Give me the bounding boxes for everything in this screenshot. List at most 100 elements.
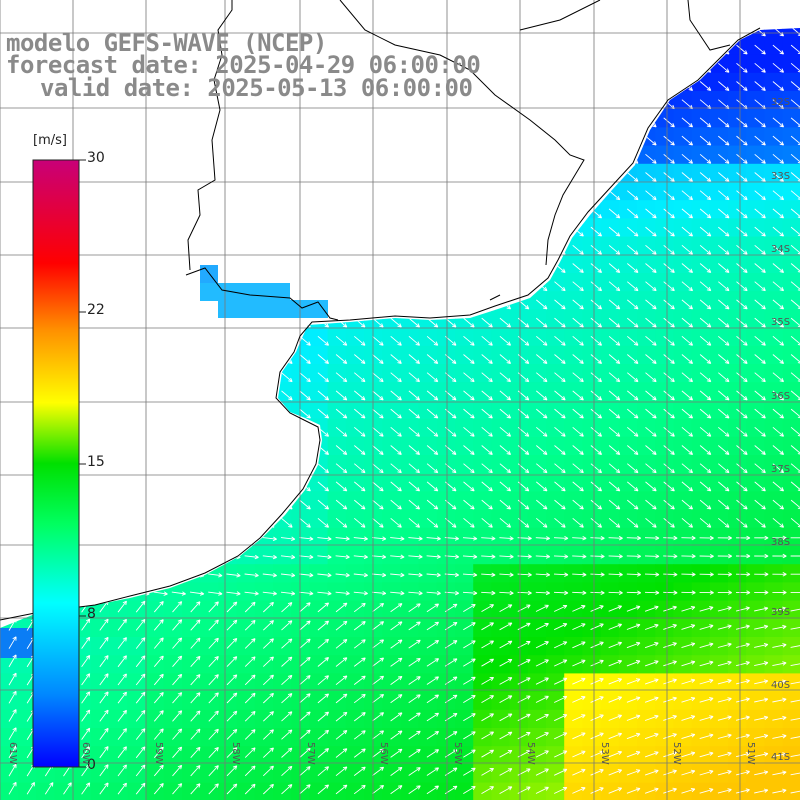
wind-arrow xyxy=(681,787,696,794)
wind-arrow xyxy=(317,335,330,346)
field-cell xyxy=(455,582,474,602)
wind-arrow xyxy=(754,445,766,455)
wind-arrow xyxy=(481,172,493,182)
wind-arrow xyxy=(117,555,132,560)
wind-arrow xyxy=(281,335,293,346)
field-cell xyxy=(218,364,238,383)
wind-arrow xyxy=(627,354,639,364)
field-cell xyxy=(600,546,620,565)
field-cell xyxy=(291,236,310,256)
wind-arrow xyxy=(153,426,166,437)
wind-arrow xyxy=(463,135,475,146)
field-cell xyxy=(618,145,638,165)
field-cell xyxy=(109,564,128,583)
wind-arrow xyxy=(572,99,584,110)
field-cell xyxy=(546,145,565,165)
field-cell xyxy=(637,673,656,693)
wind-arrow xyxy=(663,463,675,474)
wind-arrow xyxy=(536,517,548,528)
wind-arrow xyxy=(718,317,730,328)
field-cell xyxy=(491,145,511,165)
wind-arrow xyxy=(572,536,587,541)
wind-arrow xyxy=(390,190,402,201)
wind-arrow xyxy=(663,44,675,55)
wind-arrow xyxy=(699,535,714,541)
wind-arrow xyxy=(627,263,639,273)
wind-arrow xyxy=(699,499,712,510)
wind-arrow xyxy=(408,694,421,704)
wind-arrow xyxy=(372,208,384,219)
field-cell xyxy=(91,473,110,492)
field-cell xyxy=(382,655,401,674)
field-cell xyxy=(91,709,110,729)
wind-arrow xyxy=(590,390,603,401)
field-cell xyxy=(291,527,310,547)
field-cell xyxy=(163,273,183,292)
wind-arrow xyxy=(645,517,657,528)
field-cell xyxy=(182,273,201,292)
field-cell xyxy=(709,782,729,800)
field-cell xyxy=(200,509,219,529)
wind-arrow xyxy=(354,208,366,219)
field-cell xyxy=(527,600,547,620)
wind-arrow xyxy=(172,517,184,528)
wind-arrow xyxy=(135,536,150,542)
field-cell xyxy=(72,782,92,800)
wind-arrow xyxy=(462,554,478,559)
wind-arrow xyxy=(699,172,712,182)
field-cell xyxy=(18,728,37,747)
field-cell xyxy=(400,182,420,201)
colorbar-tick-8: 8 xyxy=(87,606,96,622)
colorbar xyxy=(32,159,86,768)
wind-arrow xyxy=(699,751,714,758)
wind-arrow xyxy=(590,62,603,73)
field-cell xyxy=(273,455,292,474)
field-cell xyxy=(254,564,274,583)
field-cell xyxy=(491,764,511,784)
wind-arrow xyxy=(299,591,314,596)
field-cell xyxy=(273,564,292,583)
wind-arrow xyxy=(463,190,475,201)
field-cell xyxy=(127,145,147,165)
wind-arrow xyxy=(226,390,239,401)
field-cell xyxy=(273,782,292,800)
wind-arrow xyxy=(736,390,748,401)
field-cell xyxy=(236,655,256,674)
wind-arrow xyxy=(463,499,475,510)
field-cell xyxy=(527,36,547,56)
wind-arrow xyxy=(390,481,402,492)
field-cell xyxy=(709,546,729,565)
wind-arrow xyxy=(608,499,621,510)
field-cell xyxy=(764,527,784,547)
field-cell xyxy=(236,764,256,784)
wind-arrow xyxy=(172,692,183,704)
field-cell xyxy=(145,382,165,401)
wind-arrow xyxy=(590,517,603,528)
wind-arrow xyxy=(135,172,148,182)
field-cell xyxy=(764,546,784,565)
wind-arrow xyxy=(262,729,274,740)
field-cell xyxy=(618,600,638,620)
wind-arrow xyxy=(772,335,785,346)
field-cell xyxy=(236,327,256,347)
wind-arrow xyxy=(172,445,184,455)
wind-arrow xyxy=(554,28,566,37)
field-cell xyxy=(200,145,219,165)
wind-arrow xyxy=(536,426,548,437)
field-cell xyxy=(163,764,183,784)
wind-arrow xyxy=(554,677,568,685)
wind-arrow xyxy=(553,554,569,559)
field-cell xyxy=(309,273,329,292)
field-cell xyxy=(254,618,274,638)
wind-arrow xyxy=(81,9,92,18)
wind-arrow xyxy=(663,590,678,595)
field-cell xyxy=(382,273,401,292)
field-cell xyxy=(0,200,19,219)
wind-arrow xyxy=(717,751,732,758)
field-cell xyxy=(218,236,238,256)
field-cell xyxy=(200,200,219,219)
wind-arrow xyxy=(299,620,311,631)
field-cell xyxy=(254,673,274,693)
field-cell xyxy=(236,455,256,474)
field-cell xyxy=(436,728,456,747)
